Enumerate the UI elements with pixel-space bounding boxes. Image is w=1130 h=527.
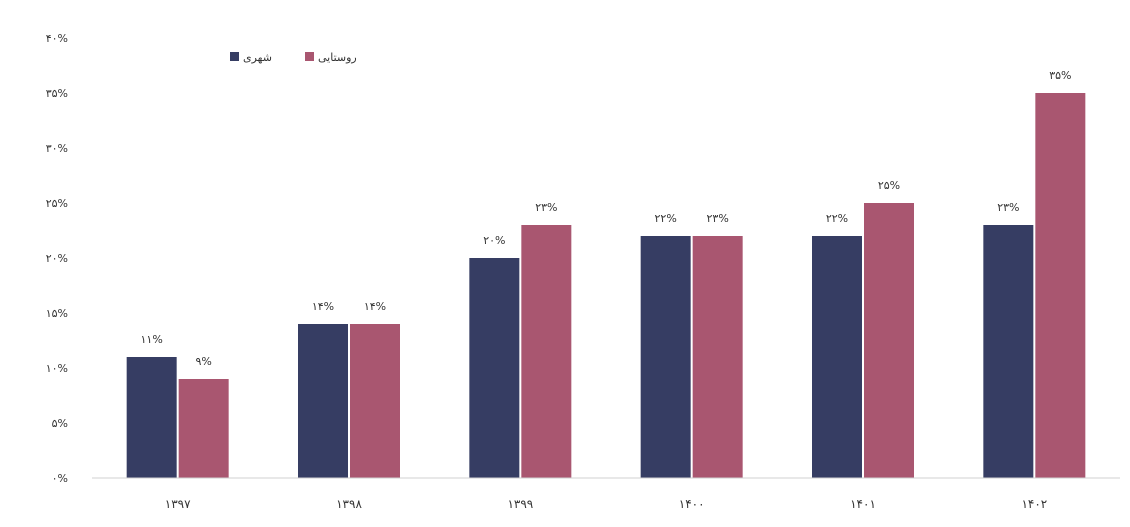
bar-urban	[126, 357, 177, 478]
bar-value-label: ۱۴%	[364, 300, 386, 313]
legend-label: شهری	[243, 51, 272, 64]
bar-rural	[692, 236, 743, 478]
x-tick-label: ۱۳۹۹	[507, 497, 533, 511]
x-tick-label: ۱۴۰۰	[679, 497, 705, 511]
bar-urban	[298, 324, 348, 478]
bar-urban	[469, 258, 520, 478]
y-tick-label: ۲۵%	[46, 197, 68, 210]
legend-swatch	[230, 52, 239, 61]
y-axis: ۰% ۵% ۱۰% ۱۵% ۲۰% ۲۵% ۳۰% ۳۵% ۴۰%	[46, 32, 68, 485]
x-tick-label: ۱۴۰۲	[1021, 497, 1047, 511]
bar-rural	[1035, 93, 1086, 478]
bar-value-label: ۲۵%	[878, 179, 900, 192]
y-tick-label: ۳۰%	[46, 142, 68, 155]
bar-rural	[864, 203, 914, 478]
legend-label: روستایی	[318, 51, 357, 64]
bar-value-label: ۲۲%	[655, 212, 677, 225]
bar-urban	[812, 236, 862, 478]
y-tick-label: ۱۰%	[46, 362, 68, 375]
bar-rural	[350, 324, 400, 478]
bar-value-label: ۱۴%	[312, 300, 334, 313]
bar-rural	[178, 379, 229, 478]
bar-value-label: ۲۰%	[483, 234, 505, 247]
bar-labels: ۱۱% ۹% ۱۴% ۱۴% ۲۰% ۲۳% ۲۲% ۲۳% ۲۲% ۲۵% ۲۳% ۳۵%	[141, 69, 1072, 368]
bar-value-label: ۲۳%	[535, 201, 557, 214]
x-tick-label: ۱۴۰۱	[850, 497, 876, 511]
bar-value-label: ۳۵%	[1049, 69, 1071, 82]
x-tick-label: ۱۳۹۷	[165, 497, 191, 511]
bar-value-label: ۲۳%	[707, 212, 729, 225]
bar-urban	[640, 236, 691, 478]
y-tick-label: ۴۰%	[46, 32, 68, 45]
bar-value-label: ۹%	[195, 355, 211, 368]
x-axis: ۱۳۹۷ ۱۳۹۸ ۱۳۹۹ ۱۴۰۰ ۱۴۰۱ ۱۴۰۲	[92, 477, 1120, 511]
y-tick-label: ۰%	[52, 472, 68, 485]
legend-swatch	[305, 52, 314, 61]
bar-rural	[521, 225, 572, 478]
bar-value-label: ۱۱%	[141, 333, 163, 346]
bars	[126, 93, 1086, 478]
bar-urban	[983, 225, 1034, 478]
y-tick-label: ۱۵%	[46, 307, 68, 320]
bar-value-label: ۲۳%	[997, 201, 1019, 214]
y-tick-label: ۲۰%	[46, 252, 68, 265]
legend: شهری روستایی	[230, 51, 357, 64]
y-tick-label: ۳۵%	[46, 87, 68, 100]
y-tick-label: ۵%	[52, 417, 68, 430]
bar-value-label: ۲۲%	[826, 212, 848, 225]
x-tick-label: ۱۳۹۸	[336, 497, 362, 511]
